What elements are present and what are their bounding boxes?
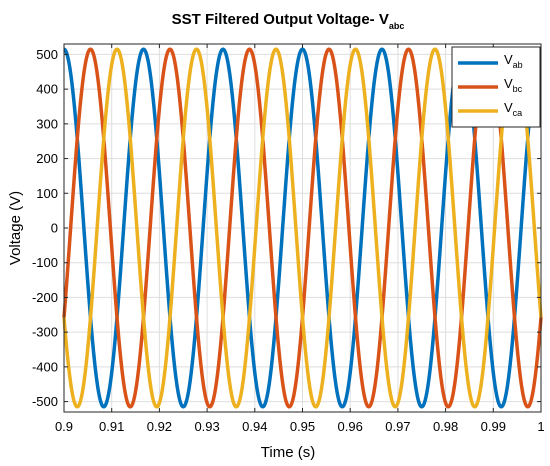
legend-label-ab: Vab <box>504 52 523 70</box>
legend-label-ca: Vca <box>504 100 522 118</box>
x-tick-label: 1 <box>537 419 544 434</box>
y-tick-label: 400 <box>36 82 58 97</box>
legend-label-bc: Vbc <box>504 76 523 94</box>
y-tick-label: 500 <box>36 47 58 62</box>
y-tick-label: 0 <box>51 221 58 236</box>
y-tick-label: -200 <box>32 290 58 305</box>
y-tick-label: -300 <box>32 325 58 340</box>
x-tick-label: 0.9 <box>55 419 73 434</box>
y-tick-label: 200 <box>36 151 58 166</box>
x-tick-label: 0.93 <box>194 419 219 434</box>
x-tick-label: 0.92 <box>147 419 172 434</box>
y-tick-label: 100 <box>36 186 58 201</box>
y-axis-label: Voltage (V) <box>7 191 24 265</box>
legend: Vab Vbc Vca <box>451 46 541 128</box>
chart-title: SST Filtered Output Voltage- Vabc <box>172 11 405 31</box>
x-axis: 0.9 0.91 0.92 0.93 0.94 0.95 0.96 0.97 0.98 0.99 1 <box>55 44 545 434</box>
y-tick-label: -500 <box>32 394 58 409</box>
x-tick-label: 0.99 <box>481 419 506 434</box>
y-axis: 500 400 300 200 100 0 -100 -200 -300 -400 -500 <box>32 47 541 409</box>
x-tick-label: 0.97 <box>385 419 410 434</box>
x-tick-label: 0.94 <box>242 419 267 434</box>
y-tick-label: 300 <box>36 116 58 131</box>
x-axis-label: Time (s) <box>261 444 315 461</box>
series-line-ca <box>62 47 543 409</box>
x-tick-label: 0.98 <box>433 419 458 434</box>
y-tick-label: -400 <box>32 359 58 374</box>
x-tick-label: 0.95 <box>290 419 315 434</box>
x-tick-label: 0.91 <box>99 419 124 434</box>
x-tick-label: 0.96 <box>338 419 363 434</box>
y-tick-label: -100 <box>32 255 58 270</box>
